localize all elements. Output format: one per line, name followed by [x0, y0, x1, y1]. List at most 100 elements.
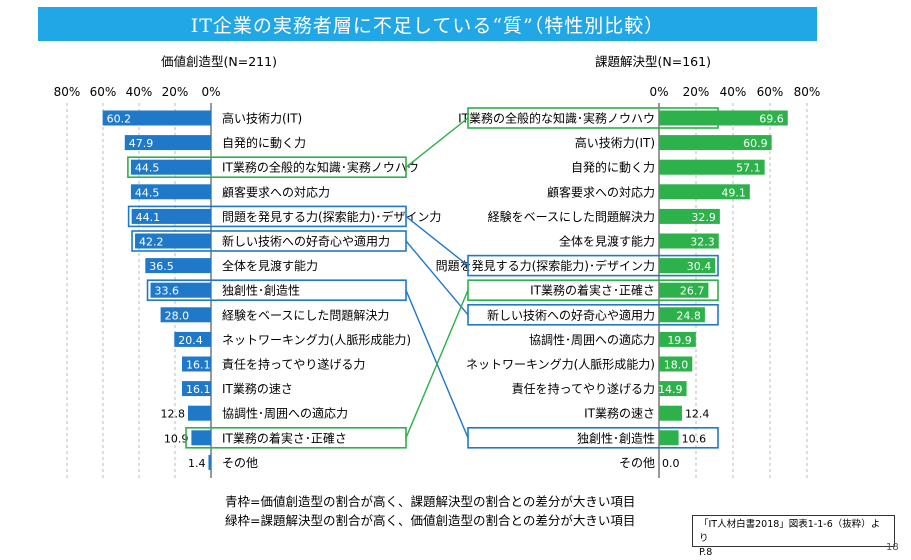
left-bar	[130, 159, 211, 175]
right-category-label: 高い技術力(IT)	[575, 135, 655, 150]
left-tick-label: 20%	[162, 85, 189, 99]
left-value-label: 60.2	[107, 113, 132, 126]
left-category-label: 高い技術力(IT)	[222, 111, 302, 126]
right-category-label: 自発的に動く力	[571, 160, 655, 175]
left-value-label: 28.0	[165, 309, 190, 322]
right-bar	[659, 184, 750, 200]
left-bar	[135, 233, 211, 249]
right-category-label: IT業務の着実さ･正確さ	[530, 283, 655, 298]
left-bar	[208, 454, 211, 470]
connector-line	[405, 289, 469, 439]
left-value-label: 42.2	[139, 236, 164, 249]
left-value-label: 10.9	[164, 432, 189, 445]
left-bar	[182, 381, 211, 397]
right-value-label: 49.1	[721, 186, 746, 199]
left-bar	[145, 258, 211, 274]
left-category-label: 協調性･周囲への適応力	[222, 406, 348, 421]
right-bar	[659, 430, 679, 446]
left-value-label: 20.4	[178, 334, 203, 347]
right-category-label: その他	[619, 456, 655, 470]
right-bar	[659, 282, 709, 298]
left-chart-title: 価値創造型(N=211)	[161, 54, 277, 69]
right-category-label: IT業務の速さ	[584, 407, 655, 421]
left-category-label: 独創性･創造性	[222, 284, 300, 298]
right-value-label: 0.0	[662, 457, 680, 470]
left-bar	[130, 184, 211, 200]
right-tick-label: 80%	[794, 85, 821, 99]
left-category-label: 責任を持ってやり遂げる力	[222, 357, 365, 372]
right-category-label: 責任を持ってやり遂げる力	[512, 381, 655, 396]
left-value-label: 44.5	[135, 162, 160, 175]
connector-line	[405, 215, 469, 267]
left-tick-label: 0%	[201, 85, 220, 99]
left-value-label: 47.9	[129, 137, 154, 150]
left-category-label: IT業務の全般的な知識･実務ノウハウ	[222, 160, 419, 175]
page-number: 18	[886, 542, 899, 553]
right-category-label: 独創性･創造性	[577, 431, 655, 445]
left-bar	[187, 405, 211, 421]
right-value-label: 18.0	[664, 359, 689, 372]
right-category-label: 全体を見渡す能力	[559, 234, 655, 249]
left-category-label: 全体を見渡す能力	[222, 258, 318, 273]
right-bar	[659, 356, 693, 372]
left-category-label: 自発的に動く力	[222, 135, 306, 150]
right-value-label: 10.6	[682, 432, 707, 445]
left-bar	[124, 135, 211, 151]
right-bar	[659, 233, 719, 249]
right-category-label: ネットワーキング力(人脈形成能力)	[466, 358, 655, 372]
legend-note: 緑枠=課題解決型の割合が高く、価値創造型の割合との差分が大きい項目	[225, 513, 635, 528]
right-value-label: 32.9	[691, 211, 716, 224]
left-bar	[102, 110, 211, 126]
right-tick-label: 20%	[683, 85, 710, 99]
right-tick-label: 40%	[720, 85, 747, 99]
right-value-label: 26.7	[680, 285, 705, 298]
left-bar	[160, 307, 211, 323]
right-chart-title: 課題解決型(N=161)	[595, 54, 711, 69]
left-category-label: 問題を発見する力(探索能力)･デザイン力	[222, 209, 441, 224]
source-line-1: 「IT人材白書2018」図表1-1-6（抜粋）より	[699, 519, 881, 544]
left-bar	[131, 208, 211, 224]
left-tick-label: 40%	[126, 85, 153, 99]
right-bar	[659, 258, 716, 274]
left-bar	[191, 430, 211, 446]
source-line-2: P.8	[699, 547, 713, 558]
right-value-label: 60.9	[743, 137, 768, 150]
right-category-label: 問題を発見する力(探索能力)･デザイン力	[436, 258, 655, 273]
left-bar	[182, 356, 211, 372]
right-value-label: 19.9	[667, 334, 692, 347]
page-title: IT企業の実務者層に不足している“質”（特性別比較）	[190, 14, 665, 37]
left-value-label: 33.6	[155, 285, 180, 298]
right-value-label: 69.6	[759, 113, 784, 126]
right-tick-label: 0%	[649, 85, 668, 99]
left-bar	[174, 331, 211, 347]
right-bar	[659, 381, 687, 397]
right-value-label: 14.9	[658, 383, 683, 396]
left-value-label: 16.1	[186, 359, 211, 372]
right-category-label: 経験をベースにした問題解決力	[488, 209, 655, 224]
right-category-label: 協調性･周囲への適応力	[529, 332, 655, 347]
left-category-label: IT業務の着実さ･正確さ	[222, 430, 347, 445]
right-value-label: 12.4	[685, 408, 710, 421]
right-value-label: 32.3	[690, 236, 715, 249]
left-category-label: ネットワーキング力(人脈形成能力)	[222, 333, 411, 347]
right-value-label: 24.8	[676, 309, 701, 322]
right-category-label: 新しい技術への好奇心や適用力	[487, 307, 655, 322]
left-value-label: 16.1	[186, 383, 211, 396]
left-value-label: 36.5	[149, 260, 174, 273]
connector-line	[405, 117, 469, 168]
right-value-label: 57.1	[736, 162, 761, 175]
right-category-label: 顧客要求への対応力	[547, 184, 655, 199]
source-box: 「IT人材白書2018」図表1-1-6（抜粋）より P.8	[692, 515, 895, 558]
left-category-label: 経験をベースにした問題解決力	[222, 307, 389, 322]
left-category-label: IT業務の速さ	[222, 382, 293, 396]
left-value-label: 12.8	[160, 408, 185, 421]
right-tick-label: 60%	[757, 85, 784, 99]
right-bar	[659, 208, 720, 224]
left-tick-label: 60%	[90, 85, 117, 99]
left-value-label: 44.5	[135, 186, 160, 199]
right-category-label: IT業務の全般的な知識･実務ノウハウ	[458, 111, 655, 126]
left-tick-label: 80%	[54, 85, 81, 99]
title-bar: IT企業の実務者層に不足している“質”（特性別比較）	[38, 7, 817, 41]
connector-line	[405, 240, 469, 316]
